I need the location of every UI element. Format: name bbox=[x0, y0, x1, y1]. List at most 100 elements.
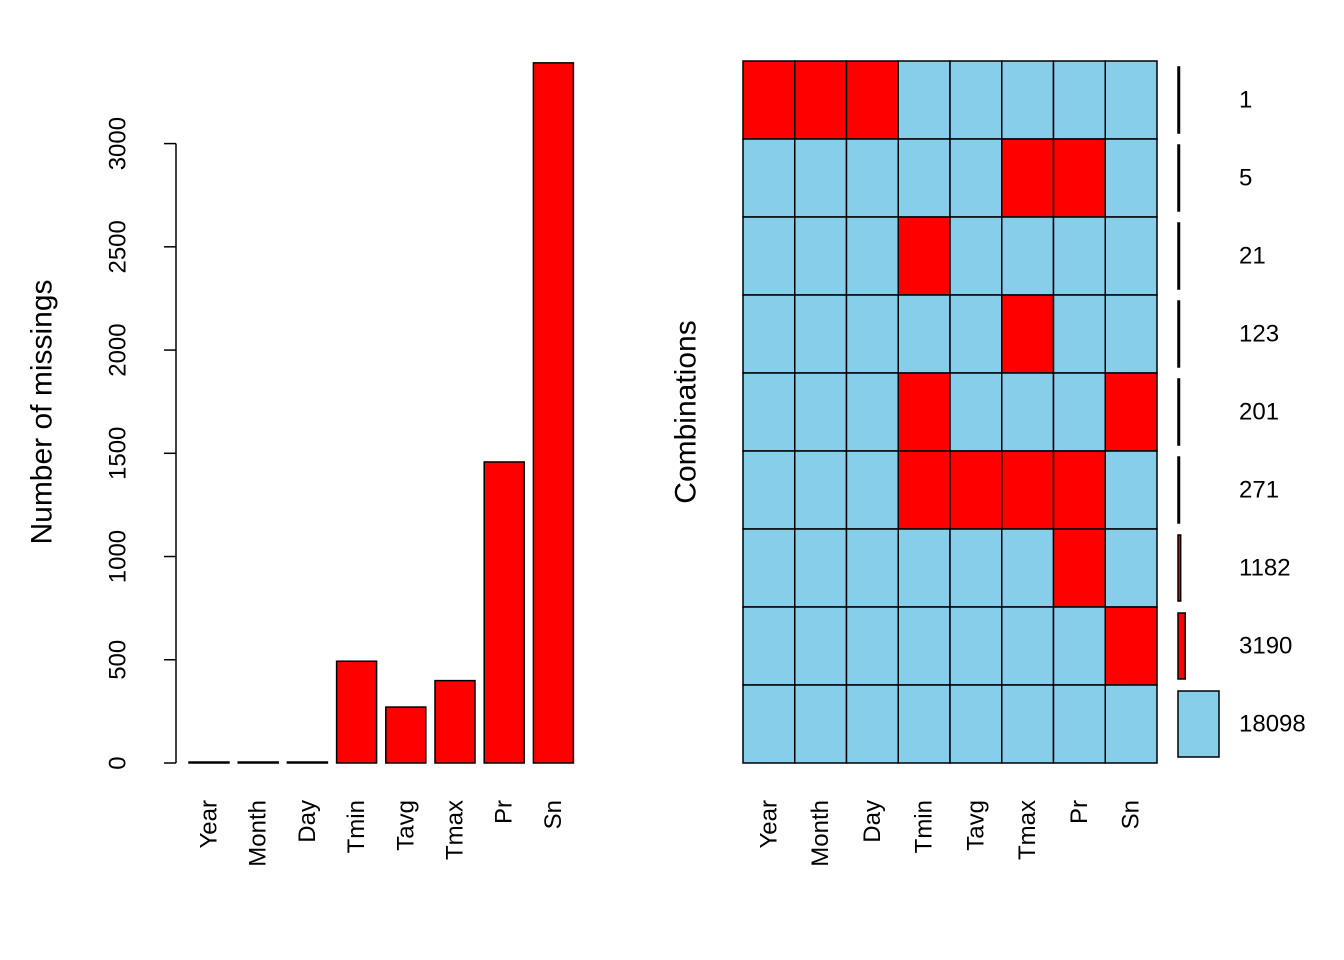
cell-tmax-row-6 bbox=[1001, 450, 1055, 530]
cell-tmin-row-6 bbox=[897, 450, 951, 530]
x-tick-label: Tmax bbox=[442, 800, 469, 860]
cell-month-row-2 bbox=[794, 138, 848, 218]
cell-sn-row-9 bbox=[1104, 684, 1158, 764]
y-tick-label: 2000 bbox=[105, 323, 132, 376]
x-tick-label: Year bbox=[196, 800, 223, 849]
cell-day-row-2 bbox=[845, 138, 899, 218]
cell-tavg-row-5 bbox=[949, 372, 1003, 452]
cell-tmin-row-8 bbox=[897, 606, 951, 686]
bar-year bbox=[188, 761, 230, 764]
cell-tmax-row-2 bbox=[1001, 138, 1055, 218]
x-tick-label: Tavg bbox=[392, 800, 419, 851]
cell-day-row-1 bbox=[845, 60, 899, 140]
bar-tmin bbox=[335, 660, 378, 764]
cell-month-row-6 bbox=[794, 450, 848, 530]
cell-tmax-row-8 bbox=[1001, 606, 1055, 686]
cell-pr-row-2 bbox=[1052, 138, 1106, 218]
combination-count-label: 123 bbox=[1239, 321, 1279, 348]
y-tick-label: 2500 bbox=[105, 220, 132, 273]
cell-day-row-7 bbox=[845, 528, 899, 608]
combination-count-label: 201 bbox=[1239, 399, 1279, 426]
x-tick-label: Pr bbox=[491, 800, 518, 824]
cell-pr-row-8 bbox=[1052, 606, 1106, 686]
bar-month bbox=[237, 761, 279, 764]
cell-year-row-1 bbox=[742, 60, 796, 140]
cell-day-row-4 bbox=[845, 294, 899, 374]
frequency-bar-row-5 bbox=[1177, 378, 1181, 446]
cell-tavg-row-4 bbox=[949, 294, 1003, 374]
cell-year-row-8 bbox=[742, 606, 796, 686]
combination-count-label: 5 bbox=[1239, 165, 1252, 192]
frequency-bar-row-1 bbox=[1177, 66, 1181, 134]
x-tick-label: Tmin bbox=[343, 800, 370, 853]
cell-tmax-row-9 bbox=[1001, 684, 1055, 764]
frequency-bar-row-6 bbox=[1177, 456, 1181, 524]
cell-month-row-3 bbox=[794, 216, 848, 296]
cell-sn-row-2 bbox=[1104, 138, 1158, 218]
cell-sn-row-7 bbox=[1104, 528, 1158, 608]
cell-year-row-4 bbox=[742, 294, 796, 374]
frequency-bar-row-8 bbox=[1177, 612, 1186, 680]
cell-day-row-6 bbox=[845, 450, 899, 530]
cell-tmin-row-5 bbox=[897, 372, 951, 452]
y-tick-label: 1000 bbox=[105, 530, 132, 583]
combination-count-label: 21 bbox=[1239, 243, 1266, 270]
cell-pr-row-9 bbox=[1052, 684, 1106, 764]
x-tick-label: Sn bbox=[540, 800, 567, 829]
cell-pr-row-5 bbox=[1052, 372, 1106, 452]
x-tick-label: Tavg bbox=[962, 800, 989, 851]
frequency-bar-row-7 bbox=[1177, 534, 1182, 602]
cell-tmin-row-9 bbox=[897, 684, 951, 764]
bar-tmax bbox=[434, 679, 476, 764]
cell-year-row-3 bbox=[742, 216, 796, 296]
cell-month-row-1 bbox=[794, 60, 848, 140]
cell-month-row-4 bbox=[794, 294, 848, 374]
cell-pr-row-4 bbox=[1052, 294, 1106, 374]
combination-count-label: 3190 bbox=[1239, 633, 1292, 660]
cell-day-row-9 bbox=[845, 684, 899, 764]
cell-tmax-row-7 bbox=[1001, 528, 1055, 608]
y-axis-title: Combinations bbox=[670, 320, 703, 503]
cell-tmin-row-4 bbox=[897, 294, 951, 374]
cell-tavg-row-9 bbox=[949, 684, 1003, 764]
cell-tmin-row-2 bbox=[897, 138, 951, 218]
frequency-bar-row-9 bbox=[1177, 690, 1220, 758]
cell-sn-row-8 bbox=[1104, 606, 1158, 686]
x-tick-label: Sn bbox=[1118, 800, 1145, 829]
y-tick-label: 3000 bbox=[105, 117, 132, 170]
cell-year-row-6 bbox=[742, 450, 796, 530]
x-tick-label: Month bbox=[807, 800, 834, 867]
cell-tmax-row-4 bbox=[1001, 294, 1055, 374]
x-tick-label: Tmin bbox=[911, 800, 938, 853]
cell-tmin-row-3 bbox=[897, 216, 951, 296]
cell-tavg-row-8 bbox=[949, 606, 1003, 686]
bar-sn bbox=[532, 62, 575, 764]
cell-tmin-row-1 bbox=[897, 60, 951, 140]
cell-year-row-9 bbox=[742, 684, 796, 764]
cell-day-row-3 bbox=[845, 216, 899, 296]
cell-sn-row-4 bbox=[1104, 294, 1158, 374]
missing-count-bar-chart: 0 500 1000 1500 2000 2500 3000 Number of missin… bbox=[26, 62, 575, 867]
cell-sn-row-1 bbox=[1104, 60, 1158, 140]
cell-pr-row-7 bbox=[1052, 528, 1106, 608]
missing-combinations-heatmap: Year Month Day Tmin Tavg Tmax Pr Sn Combinations… bbox=[670, 60, 1306, 867]
cell-tavg-row-6 bbox=[949, 450, 1003, 530]
frequency-bar-row-4 bbox=[1177, 300, 1181, 368]
x-tick-label: Pr bbox=[1066, 800, 1093, 824]
cell-tavg-row-7 bbox=[949, 528, 1003, 608]
cell-month-row-8 bbox=[794, 606, 848, 686]
cell-month-row-5 bbox=[794, 372, 848, 452]
cell-year-row-7 bbox=[742, 528, 796, 608]
x-tick-label: Day bbox=[294, 800, 321, 843]
bar-pr bbox=[483, 461, 525, 764]
cell-month-row-9 bbox=[794, 684, 848, 764]
bar-day bbox=[286, 761, 329, 764]
cell-pr-row-3 bbox=[1052, 216, 1106, 296]
x-tick-label: Month bbox=[245, 800, 272, 867]
cell-tavg-row-2 bbox=[949, 138, 1003, 218]
cell-pr-row-1 bbox=[1052, 60, 1106, 140]
bar-tavg bbox=[385, 706, 427, 764]
x-tick-label: Tmax bbox=[1014, 800, 1041, 860]
cell-tmax-row-5 bbox=[1001, 372, 1055, 452]
